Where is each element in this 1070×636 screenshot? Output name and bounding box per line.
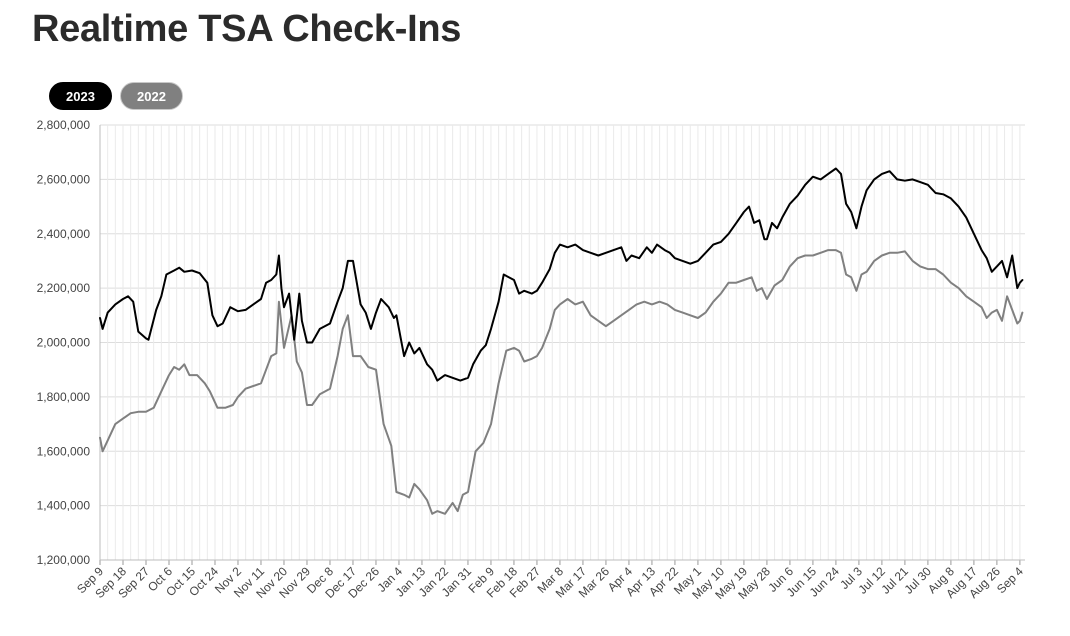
y-tick-label: 1,800,000 bbox=[37, 390, 91, 404]
y-tick-label: 2,600,000 bbox=[37, 172, 91, 186]
toggle-2022-button[interactable]: 2022 bbox=[120, 82, 183, 110]
y-tick-label: 1,200,000 bbox=[37, 553, 91, 567]
series-line-2023 bbox=[99, 167, 1024, 382]
series-line-2022 bbox=[99, 249, 1024, 515]
series-layer bbox=[99, 167, 1024, 515]
y-tick-label: 1,600,000 bbox=[37, 444, 91, 458]
y-tick-label: 1,400,000 bbox=[37, 499, 91, 513]
page-title: Realtime TSA Check-Ins bbox=[32, 8, 462, 50]
y-tick-label: 2,000,000 bbox=[37, 336, 91, 350]
y-tick-label: 2,800,000 bbox=[37, 118, 91, 132]
y-axis: 1,200,000 1,400,000 1,600,000 1,800,000 2,00… bbox=[37, 118, 101, 567]
y-tick-label: 2,200,000 bbox=[37, 281, 91, 295]
toggle-2023-button[interactable]: 2023 bbox=[49, 82, 112, 110]
y-tick-label: 2,400,000 bbox=[37, 227, 91, 241]
chart-grid bbox=[99, 124, 1025, 561]
x-tick-label: Sep 4 bbox=[994, 564, 1026, 596]
